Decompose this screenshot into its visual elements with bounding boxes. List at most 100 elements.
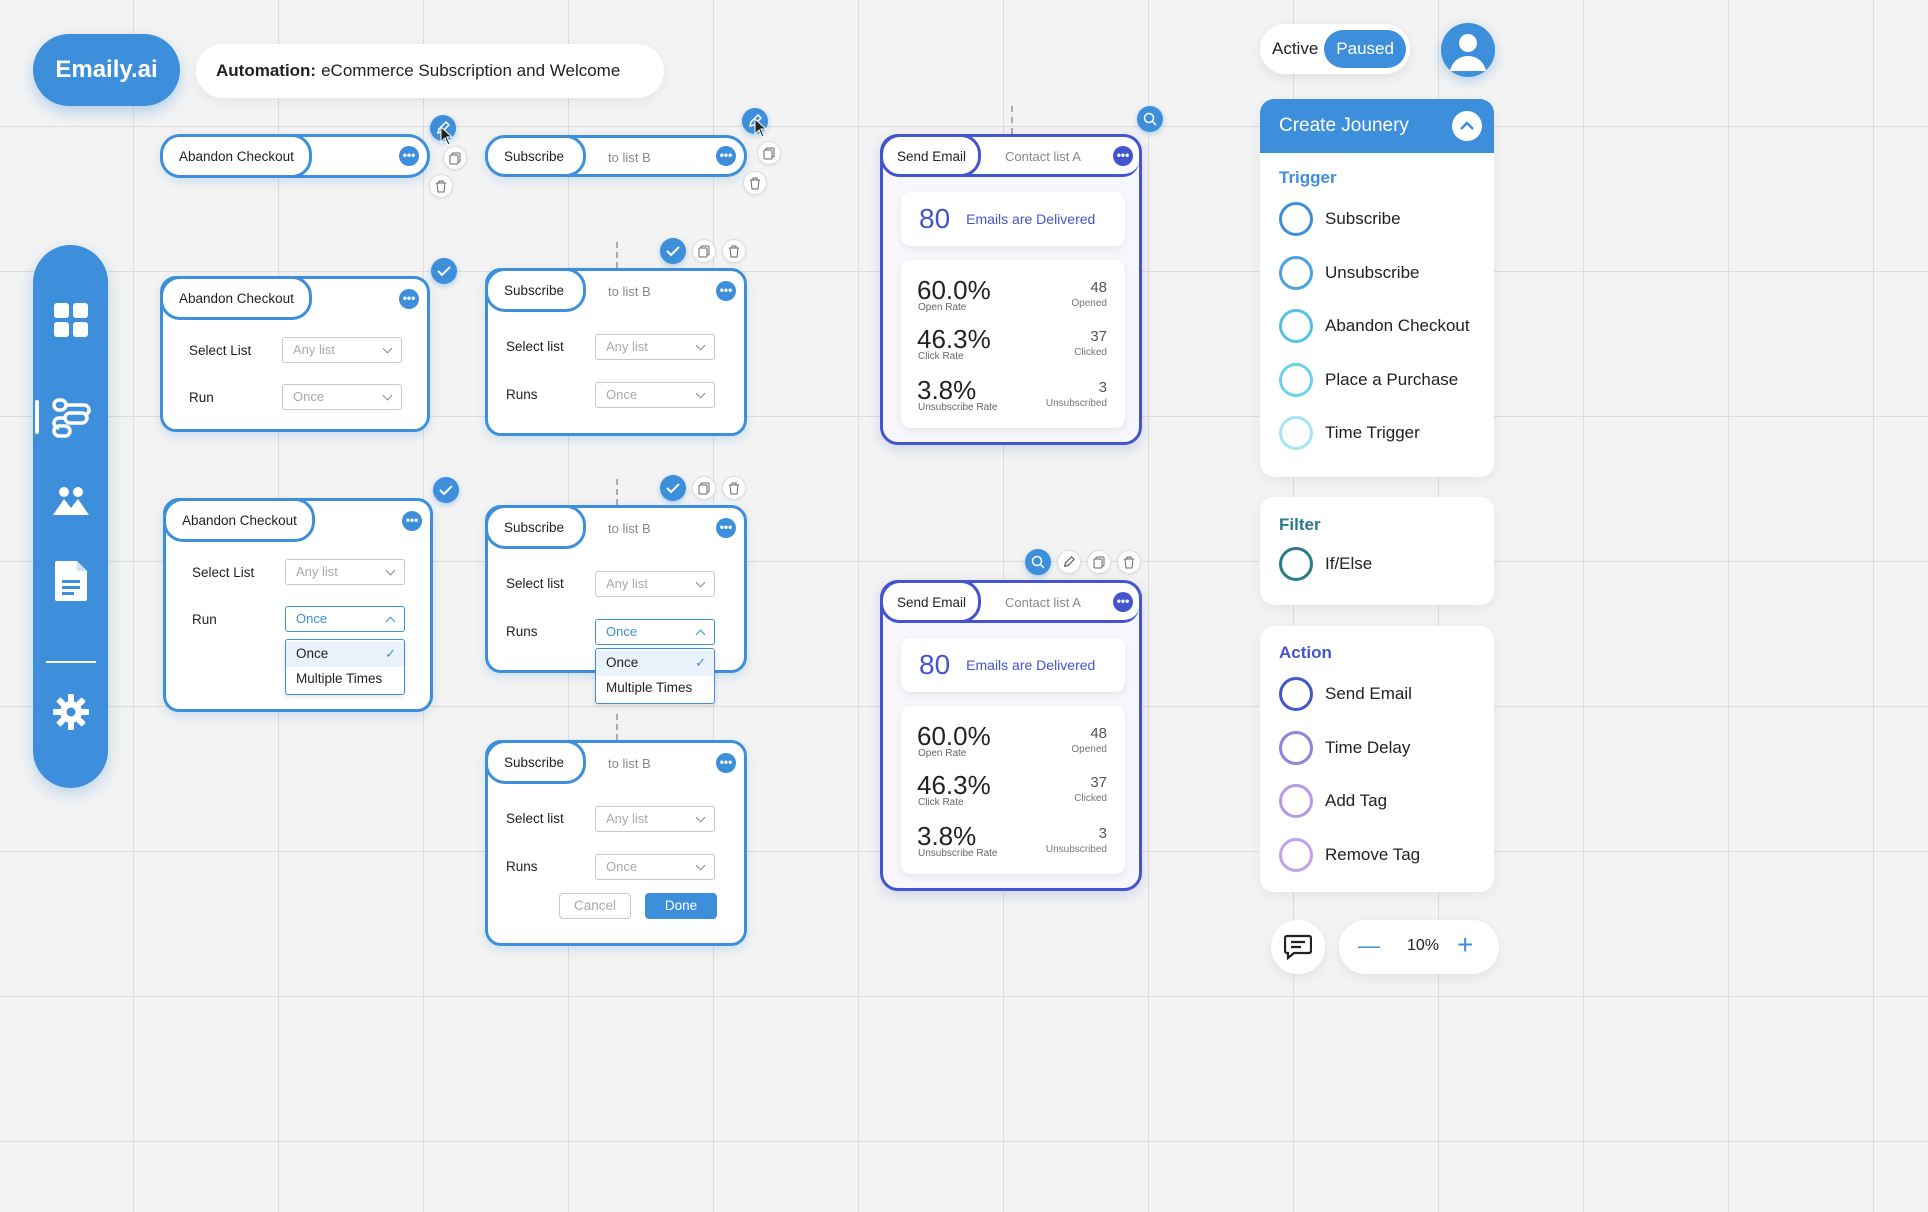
- brand-logo[interactable]: Emaily.ai: [33, 34, 180, 106]
- zoom-level: 10%: [1407, 937, 1440, 954]
- trigger-item[interactable]: Unsubscribe: [1279, 256, 1420, 290]
- opened-label: Opened: [1071, 298, 1107, 309]
- subscribe-node-edit: Subscribe to list B ••• Select list Any …: [485, 740, 747, 946]
- radio-icon: [1279, 547, 1313, 581]
- more-icon[interactable]: •••: [716, 518, 736, 538]
- option-multiple[interactable]: Multiple Times: [296, 671, 383, 686]
- more-icon[interactable]: •••: [402, 511, 422, 531]
- status-active[interactable]: Active: [1272, 39, 1319, 58]
- copy-button[interactable]: [1087, 550, 1111, 574]
- run-select[interactable]: Once: [282, 384, 402, 410]
- action-item[interactable]: Remove Tag: [1279, 838, 1420, 872]
- delete-button[interactable]: [429, 174, 453, 198]
- copy-icon: [763, 147, 775, 159]
- action-item[interactable]: Time Delay: [1279, 731, 1410, 765]
- trigger-item[interactable]: Subscribe: [1279, 202, 1401, 236]
- confirm-button[interactable]: [660, 238, 686, 264]
- more-icon[interactable]: •••: [716, 753, 736, 773]
- status-paused[interactable]: Paused: [1324, 30, 1406, 68]
- cancel-button[interactable]: Cancel: [559, 893, 631, 919]
- more-icon[interactable]: •••: [716, 146, 736, 166]
- list-select[interactable]: Any list: [595, 334, 715, 360]
- trigger-item-label: Subscribe: [1325, 209, 1401, 228]
- more-icon[interactable]: •••: [716, 281, 736, 301]
- more-icon[interactable]: •••: [399, 146, 419, 166]
- chat-button[interactable]: [1271, 920, 1325, 974]
- list-select[interactable]: Any list: [595, 806, 715, 832]
- done-button[interactable]: Done: [645, 893, 717, 919]
- runs-select-open[interactable]: Once: [595, 619, 715, 645]
- list-select[interactable]: Any list: [595, 571, 715, 597]
- list-select[interactable]: Any list: [285, 559, 405, 585]
- list-select[interactable]: Any list: [282, 337, 402, 363]
- stat-unsub: 3.8% Unsubscribe Rate 3 Unsubscribed: [901, 821, 1125, 871]
- runs-dropdown: Once Multiple Times: [595, 648, 715, 704]
- copy-button[interactable]: [692, 239, 716, 263]
- option-multiple[interactable]: Multiple Times: [606, 680, 693, 695]
- radio-icon: [1279, 202, 1313, 236]
- pencil-icon: [748, 114, 762, 128]
- audience-icon[interactable]: [52, 486, 89, 516]
- runs-select[interactable]: Once: [595, 382, 715, 408]
- user-avatar[interactable]: [1441, 23, 1495, 77]
- collapse-button[interactable]: [1452, 111, 1482, 141]
- zoom-in-button[interactable]: +: [1457, 929, 1474, 960]
- trigger-item[interactable]: Abandon Checkout: [1279, 309, 1470, 343]
- opened-label: Opened: [1071, 744, 1107, 755]
- delivered-label: Emails are Delivered: [966, 657, 1096, 673]
- stats-button[interactable]: [1025, 549, 1051, 575]
- delete-button[interactable]: [743, 171, 767, 195]
- trigger-item[interactable]: Time Trigger: [1279, 416, 1420, 450]
- delete-button[interactable]: [722, 476, 746, 500]
- workflow-icon[interactable]: [51, 397, 91, 439]
- run-select-open[interactable]: Once: [285, 606, 405, 632]
- action-item[interactable]: Add Tag: [1279, 784, 1387, 818]
- abandon-node-collapsed[interactable]: Abandon Checkout •••: [160, 134, 430, 178]
- confirm-button[interactable]: [433, 477, 459, 503]
- radio-icon: [1279, 363, 1313, 397]
- delivered-count: 80: [919, 649, 951, 680]
- delete-button[interactable]: [1117, 550, 1141, 574]
- zoom-out-button[interactable]: —: [1358, 933, 1380, 958]
- unsub-rate: 3.8%: [917, 821, 977, 851]
- subscribe-node-form: Subscribe to list B ••• Select list Any …: [485, 268, 747, 436]
- clicked-count: 37: [1090, 774, 1107, 791]
- subscribe-node-collapsed[interactable]: Subscribe to list B •••: [485, 135, 747, 177]
- action-item[interactable]: Send Email: [1279, 677, 1412, 711]
- stats-box: 60.0% Open Rate 48 Opened 46.3% Click Ra…: [901, 706, 1125, 874]
- action-panel: Action Send Email Time Delay Add Tag Remove…: [1260, 626, 1494, 892]
- select-list-label: Select list: [506, 811, 564, 826]
- more-icon[interactable]: •••: [1113, 592, 1133, 612]
- confirm-button[interactable]: [660, 475, 686, 501]
- radio-icon: [1279, 677, 1313, 711]
- stats-button[interactable]: [1137, 106, 1163, 132]
- panel-header[interactable]: Create Jounery: [1260, 99, 1494, 153]
- filter-panel: Filter If/Else: [1260, 497, 1494, 605]
- gear-icon[interactable]: [52, 694, 89, 730]
- copy-button[interactable]: [757, 141, 781, 165]
- grid-icon[interactable]: [53, 302, 89, 338]
- delivered-label: Emails are Delivered: [966, 211, 1096, 227]
- copy-button[interactable]: [443, 146, 467, 170]
- option-once[interactable]: Once: [596, 651, 714, 676]
- node-sub-label: to list B: [608, 521, 651, 536]
- copy-button[interactable]: [692, 476, 716, 500]
- action-item-label: Add Tag: [1325, 791, 1388, 810]
- send-email-card[interactable]: Send Email Contact list A ••• 80 Emails …: [880, 580, 1142, 891]
- trigger-item[interactable]: Place a Purchase: [1279, 363, 1458, 397]
- radio-icon: [1279, 838, 1313, 872]
- runs-select[interactable]: Once: [595, 854, 715, 880]
- runs-label: Runs: [506, 859, 538, 874]
- status-toggle[interactable]: Active Paused: [1260, 24, 1410, 74]
- edit-button[interactable]: [1057, 550, 1081, 574]
- delivered-box: 80 Emails are Delivered: [901, 638, 1125, 692]
- send-email-card[interactable]: Send Email Contact list A ••• 80 Emails …: [880, 134, 1142, 445]
- document-icon[interactable]: [54, 560, 88, 602]
- option-once[interactable]: Once: [286, 642, 404, 667]
- more-icon[interactable]: •••: [1113, 146, 1133, 166]
- delete-button[interactable]: [722, 239, 746, 263]
- confirm-button[interactable]: [431, 258, 457, 284]
- filter-item[interactable]: If/Else: [1279, 547, 1372, 581]
- clicked-count: 37: [1090, 328, 1107, 345]
- more-icon[interactable]: •••: [399, 289, 419, 309]
